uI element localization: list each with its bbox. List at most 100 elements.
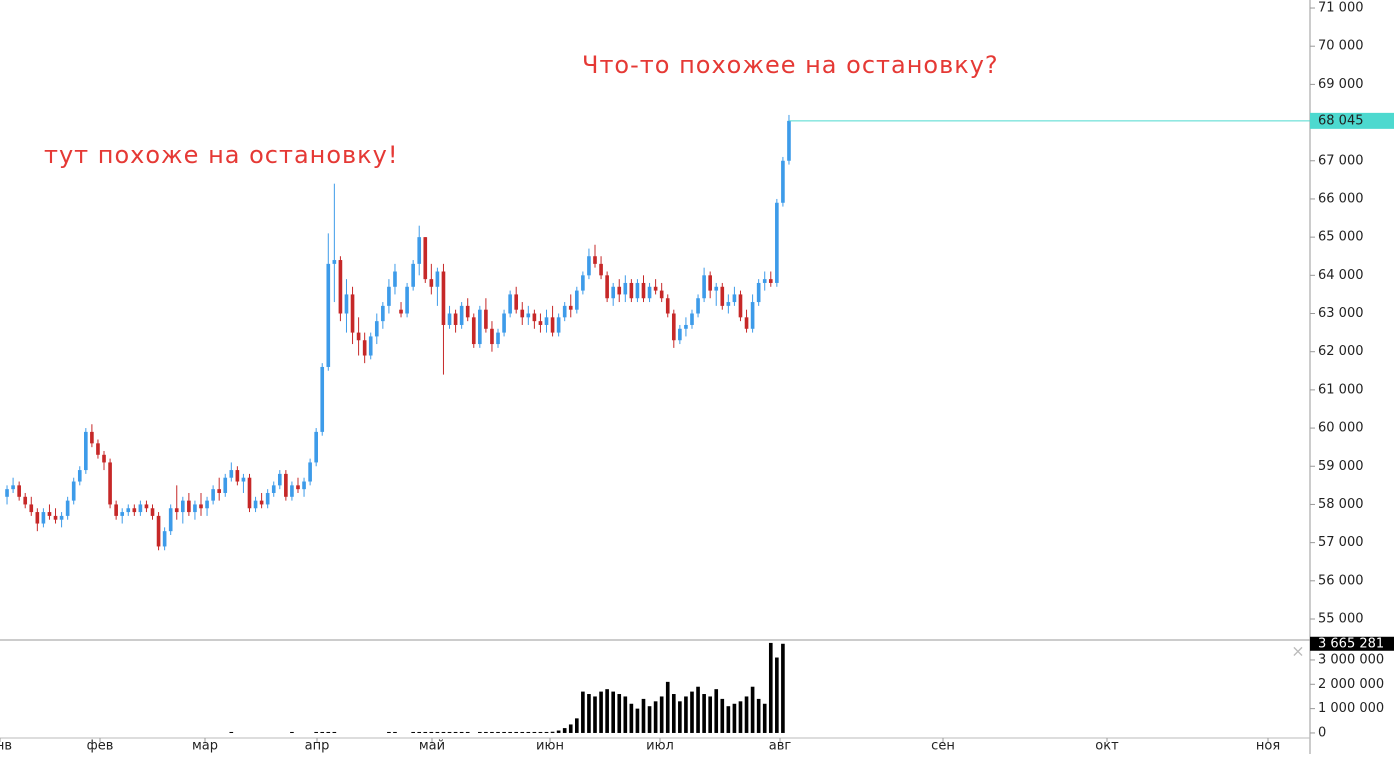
volume-bar [411, 731, 415, 733]
x-tick-label: окт [1095, 739, 1119, 754]
candle-body [508, 294, 512, 314]
volume-bar [332, 731, 337, 733]
candle-body [41, 512, 46, 524]
volume-bar [320, 731, 325, 733]
candle-body [726, 302, 731, 306]
candle-body [423, 237, 428, 280]
x-tick-label: ноя [1256, 739, 1280, 754]
annotation: тут похоже на остановку! [44, 141, 399, 169]
volume-bar [708, 696, 712, 733]
last-volume-marker [1310, 636, 1394, 651]
candle-body [787, 120, 791, 161]
candle-body [368, 336, 373, 356]
volume-bar [532, 731, 537, 733]
candle-body [235, 470, 240, 482]
candle-body [781, 160, 785, 203]
candle-body [720, 286, 725, 306]
volume-bar [714, 689, 719, 733]
candle-body [629, 282, 634, 299]
volume-bar [750, 686, 755, 733]
volume-bar [671, 694, 676, 733]
candle-body [102, 454, 106, 463]
candle-body [520, 309, 525, 318]
candle-body [223, 477, 228, 493]
candle-body [544, 317, 549, 325]
volume-bar [562, 728, 567, 733]
candle-body [514, 294, 519, 310]
volume-bar [490, 731, 494, 733]
volume-bar [726, 706, 731, 733]
candle-body [550, 317, 555, 333]
volume-bar [732, 703, 737, 733]
candle-body [635, 282, 640, 299]
volume-bar [544, 731, 549, 733]
candle-body [11, 485, 15, 490]
candle-body [150, 508, 155, 516]
x-tick-label: апр [305, 739, 330, 754]
y-tick-label: 63 000 [1318, 306, 1364, 321]
candle-body [338, 260, 343, 314]
volume-bar [775, 657, 779, 733]
candle-body [750, 302, 755, 329]
candle-body [387, 286, 391, 306]
volume-bar [465, 731, 470, 733]
close-pane-button[interactable]: × [1291, 642, 1304, 661]
volume-bar [684, 696, 688, 733]
volume-bar [641, 698, 646, 733]
last-volume-label: 3 665 281 [1318, 636, 1384, 651]
candle-body [405, 286, 409, 314]
candle-body [768, 279, 773, 283]
candle-body [684, 324, 688, 329]
candle-body [496, 332, 500, 345]
candle-body [429, 279, 434, 287]
candle-body [653, 286, 658, 291]
volume-bar [574, 718, 579, 733]
candle-body [665, 298, 670, 314]
candle-body [332, 260, 337, 264]
candle-body [459, 305, 464, 325]
candle-body [744, 317, 749, 329]
candle-body [296, 485, 300, 490]
x-tick-label: июл [646, 739, 674, 754]
last-price-marker [1310, 112, 1394, 129]
volume-bar [484, 731, 488, 733]
candle-body [271, 485, 276, 493]
candle-body [478, 309, 482, 345]
volume-bar [665, 681, 670, 733]
candle-body [350, 294, 355, 333]
candle-body [211, 489, 215, 501]
candle-body [162, 531, 167, 547]
volume-bar [611, 691, 616, 733]
volume-bar [696, 686, 700, 733]
candle-body [678, 328, 682, 341]
candle-body [302, 481, 306, 490]
x-tick-label: янв [0, 739, 12, 754]
candle-body [714, 286, 719, 291]
candle-body [756, 282, 761, 303]
volume-bar [762, 703, 767, 733]
volume-tick-label: 1 000 000 [1318, 701, 1384, 716]
volume-bar [647, 706, 652, 733]
candle-body [290, 485, 294, 497]
candle-body [205, 500, 209, 509]
volume-bar [556, 730, 561, 733]
candle-body [23, 496, 28, 505]
volume-bar [520, 731, 525, 733]
candle-body [623, 282, 628, 295]
volume-bar [550, 731, 555, 733]
candle-body [320, 366, 325, 432]
volume-bar [514, 731, 519, 733]
x-tick-label: авг [769, 739, 792, 754]
candle-body [762, 279, 767, 283]
candle-body [138, 504, 143, 513]
y-tick-label: 59 000 [1318, 459, 1364, 474]
candle-body [453, 313, 458, 325]
candle-body [581, 275, 585, 291]
y-tick-label: 55 000 [1318, 611, 1364, 626]
candle-body [738, 294, 743, 318]
y-tick-label: 57 000 [1318, 535, 1364, 550]
candle-body [187, 500, 191, 513]
volume-bar [781, 643, 785, 733]
candle-body [381, 305, 385, 322]
